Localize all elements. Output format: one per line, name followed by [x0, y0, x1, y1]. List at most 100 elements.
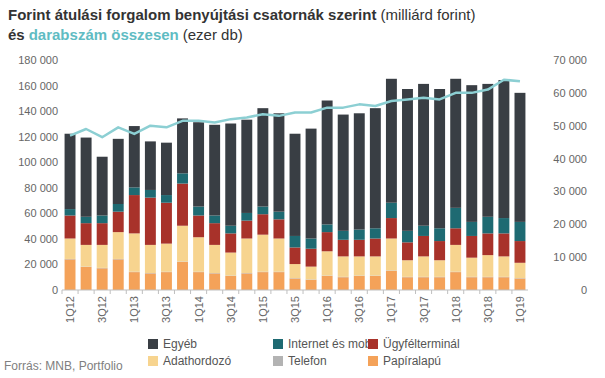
- y2-tick-label: 10 000: [553, 251, 587, 263]
- x-tick: [415, 290, 416, 294]
- legend-label: Ügyfélterminál: [383, 337, 460, 351]
- bar: [322, 251, 333, 275]
- y-tick-label: 160 000: [18, 80, 58, 92]
- bar: [386, 239, 397, 271]
- bar: [370, 108, 381, 228]
- bar: [466, 222, 477, 236]
- bar: [65, 134, 76, 209]
- bar: [209, 245, 220, 273]
- bar: [290, 264, 301, 278]
- x-tick-label: 1Q14: [193, 296, 205, 323]
- bar: [354, 256, 365, 275]
- bar: [257, 207, 268, 215]
- bar: [450, 272, 461, 290]
- bar: [338, 256, 349, 276]
- legend-label: Telefon: [288, 354, 327, 368]
- bar: [290, 279, 301, 291]
- y2-tick-label: 30 000: [553, 185, 587, 197]
- bar: [81, 138, 92, 217]
- bar: [81, 223, 92, 245]
- bar: [97, 245, 108, 268]
- x-tick-label: 1Q19: [514, 296, 526, 323]
- x-tick-label: 3Q18: [482, 296, 494, 323]
- bar: [402, 89, 413, 231]
- bar: [257, 214, 268, 234]
- bar: [145, 273, 156, 290]
- bar: [241, 273, 252, 290]
- bar: [81, 267, 92, 290]
- x-tick: [479, 290, 480, 294]
- x-tick: [399, 290, 400, 294]
- y-tick-label: 120 000: [18, 131, 58, 143]
- bar: [129, 233, 140, 271]
- bar: [418, 226, 429, 236]
- bar: [370, 276, 381, 290]
- bar: [257, 108, 268, 206]
- bar: [498, 218, 509, 233]
- x-tick: [431, 290, 432, 294]
- y2-tick-label: 0: [581, 284, 587, 296]
- x-axis: [62, 290, 528, 291]
- bar: [386, 218, 397, 238]
- bar: [482, 255, 493, 277]
- bar: [402, 242, 413, 260]
- bar: [482, 217, 493, 234]
- bar: [434, 260, 445, 277]
- legend-label: Egyéb: [163, 337, 197, 351]
- x-tick-label: 1Q13: [128, 296, 140, 323]
- bar: [338, 115, 349, 231]
- bar: [290, 247, 301, 264]
- title-line1: Forint átulási forgalom benyújtási csato…: [8, 6, 475, 23]
- bar: [193, 216, 204, 238]
- bar: [498, 256, 509, 276]
- bar: [306, 267, 317, 280]
- bar: [515, 93, 526, 222]
- legend-swatch: [148, 356, 158, 366]
- bar: [386, 271, 397, 290]
- legend-swatch: [368, 356, 378, 366]
- bar: [273, 219, 284, 238]
- y-axis-label: (milliárd forint): [380, 6, 475, 23]
- x-tick: [142, 290, 143, 294]
- legend-swatch: [273, 339, 283, 349]
- bar: [386, 79, 397, 203]
- chart: Forint átulási forgalom benyújtási csato…: [0, 0, 605, 378]
- x-tick: [190, 290, 191, 294]
- x-tick: [351, 290, 352, 294]
- x-tick: [174, 290, 175, 294]
- bar: [161, 272, 172, 290]
- x-tick: [62, 290, 63, 294]
- bar: [370, 256, 381, 275]
- bar: [97, 223, 108, 245]
- x-tick: [158, 290, 159, 294]
- bar: [65, 259, 76, 290]
- bar: [338, 277, 349, 290]
- y2-tick-label: 20 000: [553, 218, 587, 230]
- line-series-name: darabszám összesen: [29, 26, 179, 43]
- x-tick-label: 1Q18: [450, 296, 462, 323]
- bar: [177, 226, 188, 262]
- bar: [434, 89, 445, 228]
- x-tick-label: 3Q16: [353, 296, 365, 323]
- bar: [145, 198, 156, 245]
- bar: [434, 228, 445, 241]
- bar: [273, 272, 284, 290]
- bar: [257, 235, 268, 272]
- bar: [225, 226, 236, 234]
- bar: [338, 240, 349, 257]
- bar: [113, 212, 124, 232]
- bar: [145, 141, 156, 190]
- bar: [241, 239, 252, 274]
- x-tick: [511, 290, 512, 294]
- y-tick-label: 0: [52, 284, 58, 296]
- y2-tick-label: 70 000: [553, 54, 587, 66]
- bar: [402, 277, 413, 290]
- y-tick-label: 80 000: [24, 182, 58, 194]
- bar: [241, 213, 252, 221]
- bar: [434, 241, 445, 260]
- legend-swatch: [368, 339, 378, 349]
- bar: [370, 239, 381, 257]
- bar: [161, 195, 172, 203]
- x-tick-label: 3Q15: [289, 296, 301, 323]
- x-tick-label: 1Q15: [257, 296, 269, 323]
